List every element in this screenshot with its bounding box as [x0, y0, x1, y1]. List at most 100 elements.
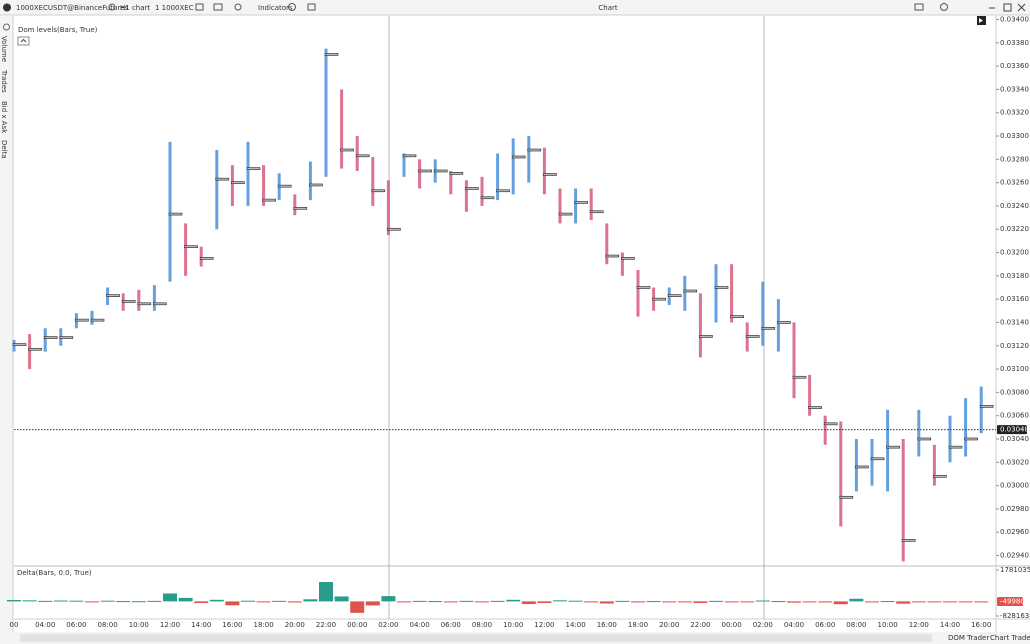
indicator-title: Dom levels(Bars, True) — [18, 26, 98, 34]
close-level — [371, 189, 386, 193]
close-level — [387, 227, 401, 231]
x-tick-label: 16:00 — [971, 621, 991, 629]
bottom-tab[interactable]: Chart Trader — [990, 634, 1030, 642]
close-level — [683, 289, 698, 293]
y-tick-label: 0.03080 — [1000, 388, 1029, 396]
price-bar — [199, 246, 203, 267]
close-button[interactable] — [1017, 3, 1026, 12]
symbol[interactable]: 1000XECUSDT@BinanceFutures — [16, 4, 129, 12]
close-level — [496, 189, 510, 193]
close-level — [527, 148, 542, 152]
price-bar — [340, 89, 344, 169]
delta-bar — [256, 601, 271, 603]
bottom-tab[interactable]: DOM Trader — [948, 634, 989, 642]
x-tick-label: 10:00 — [503, 621, 523, 629]
close-level — [589, 210, 604, 214]
price-bar — [605, 223, 609, 265]
price-bar — [464, 180, 468, 212]
delta-bar — [100, 600, 115, 602]
delta-bar — [880, 601, 895, 603]
layout-icon[interactable] — [307, 3, 316, 11]
zoom-icon[interactable] — [234, 3, 242, 11]
x-tick-label: 12:00 — [160, 621, 180, 629]
window-title: Chart — [598, 4, 617, 12]
scrollbar[interactable] — [20, 634, 932, 642]
delta-bar — [178, 597, 193, 602]
indicators-button[interactable]: Indicators — [258, 4, 293, 12]
delta-bar — [568, 600, 583, 602]
last-price-box — [997, 425, 1027, 435]
close-level — [886, 445, 900, 449]
x-tick-label: 14:00 — [940, 621, 960, 629]
collapse-button[interactable] — [17, 36, 30, 46]
x-tick-label: 10:00 — [878, 621, 898, 629]
price-bar — [324, 48, 328, 177]
x-tick-label: 08:00 — [846, 621, 866, 629]
collapse-arrow — [20, 38, 27, 43]
delta-bar — [553, 600, 567, 602]
close-level — [761, 326, 776, 330]
search-icon[interactable] — [108, 3, 116, 11]
close-level — [168, 212, 183, 216]
x-tick-label: 14:00 — [191, 621, 211, 629]
side-tab[interactable]: Trades — [0, 69, 8, 93]
link-icon[interactable] — [940, 3, 948, 11]
x-tick-label: 12:00 — [909, 621, 929, 629]
maximize-button[interactable] — [1003, 3, 1012, 12]
delta-bar — [131, 601, 146, 603]
y-tick-label: 0.03240 — [1000, 202, 1029, 210]
close-level — [792, 375, 807, 379]
delta-bar — [521, 601, 536, 605]
y-tick-label: 0.03320 — [1000, 109, 1029, 117]
side-tab[interactable]: Volume — [0, 36, 8, 62]
delta-bar — [272, 600, 287, 602]
y-tick-label: 0.03400 — [1000, 15, 1029, 23]
timeframe[interactable]: H1 chart — [120, 4, 150, 12]
close-level — [418, 169, 432, 173]
side-settings-icon[interactable] — [3, 23, 10, 31]
x-tick-label: 04:00 — [410, 621, 430, 629]
template-icon[interactable] — [195, 3, 204, 11]
price-bar — [932, 444, 936, 486]
close-level — [901, 539, 916, 542]
price-bar — [823, 415, 827, 445]
delta-bar — [365, 601, 380, 606]
delta-bar — [693, 601, 708, 603]
y-tick-label: 0.03300 — [1000, 132, 1029, 140]
delta-bar — [381, 596, 396, 602]
quantity[interactable]: 1 1000XEC — [155, 4, 194, 12]
close-level — [667, 294, 682, 297]
delta-bar — [833, 601, 848, 605]
draw-icon[interactable] — [213, 3, 223, 11]
close-level — [855, 465, 869, 469]
delta-bar — [537, 601, 552, 603]
delta-bar — [85, 601, 99, 603]
delta-bar — [584, 601, 599, 603]
side-tab[interactable]: Delta — [0, 140, 8, 159]
price-bar — [28, 334, 32, 370]
delta-bar — [662, 601, 677, 603]
close-level — [480, 196, 495, 200]
screenshot-icon[interactable] — [914, 3, 924, 11]
delta-bar — [943, 601, 957, 603]
price-bar — [979, 386, 983, 434]
delta-bar — [443, 601, 458, 603]
delta-bar — [724, 601, 739, 603]
close-level — [699, 335, 713, 338]
delta-bar — [787, 601, 801, 603]
side-tab[interactable]: Bid x Ask — [0, 101, 8, 134]
delta-bar — [506, 599, 521, 602]
x-tick-label: 06:00 — [441, 621, 461, 629]
delta-bar — [865, 601, 879, 603]
delta-bar — [194, 601, 209, 603]
delta-bar — [38, 600, 53, 602]
delta-bar — [709, 600, 723, 602]
settings-icon[interactable] — [288, 3, 296, 11]
price-bar — [620, 252, 624, 276]
close-level — [621, 257, 635, 260]
delta-bar — [615, 600, 630, 602]
x-tick-label: 18:00 — [628, 621, 648, 629]
close-level — [324, 53, 339, 56]
price-bar — [230, 165, 234, 206]
y-tick-label: 0.03060 — [1000, 412, 1029, 420]
